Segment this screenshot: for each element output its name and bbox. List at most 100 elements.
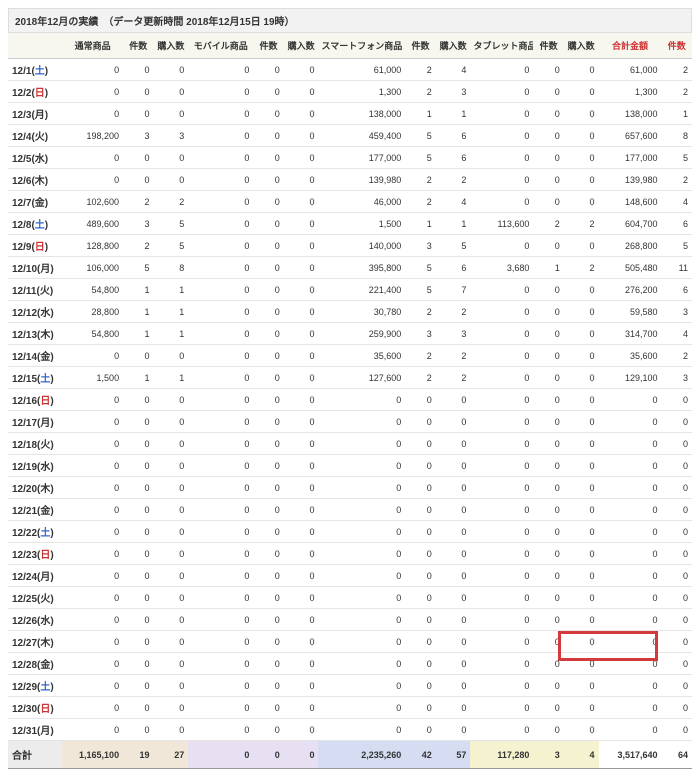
cell-total-1: 3 [662,367,693,389]
date-cell: 12/7(金) [8,191,62,213]
cell-normal-1: 0 [123,103,153,125]
col-tablet-buy: 購入数 [564,33,599,59]
cell-total-0: 1,300 [599,81,662,103]
cell-normal-2: 0 [153,169,188,191]
total-normal-1: 19 [123,741,153,769]
date-cell: 12/12(水) [8,301,62,323]
cell-mobile-1: 0 [253,587,283,609]
date-cell: 12/8(土) [8,213,62,235]
cell-normal-2: 0 [153,631,188,653]
cell-tablet-1: 0 [533,477,563,499]
col-smart-buy: 購入数 [436,33,471,59]
cell-total-0: 0 [599,719,662,741]
cell-normal-0: 0 [62,565,123,587]
cell-smart-2: 1 [436,103,471,125]
cell-tablet-0: 0 [470,235,533,257]
cell-mobile-0: 0 [188,279,253,301]
totals-label: 合計 [8,741,62,769]
table-row: 12/12(水)28,8001100030,7802200059,5803 [8,301,692,323]
cell-smart-1: 5 [405,279,435,301]
cell-smart-2: 4 [436,191,471,213]
cell-smart-0: 459,400 [318,125,405,147]
cell-tablet-0: 0 [470,345,533,367]
date-cell: 12/20(木) [8,477,62,499]
cell-mobile-2: 0 [284,433,319,455]
cell-mobile-2: 0 [284,125,319,147]
cell-smart-2: 0 [436,697,471,719]
cell-mobile-0: 0 [188,477,253,499]
cell-normal-2: 0 [153,521,188,543]
table-row: 12/6(木)000000139,98022000139,9802 [8,169,692,191]
cell-smart-1: 2 [405,191,435,213]
date-cell: 12/21(金) [8,499,62,521]
cell-tablet-0: 0 [470,675,533,697]
date-cell: 12/28(金) [8,653,62,675]
date-cell: 12/11(火) [8,279,62,301]
cell-tablet-1: 0 [533,455,563,477]
cell-total-0: 0 [599,499,662,521]
cell-tablet-0: 0 [470,169,533,191]
col-tablet-count: 件数 [533,33,563,59]
cell-normal-2: 2 [153,191,188,213]
cell-tablet-0: 0 [470,103,533,125]
cell-total-0: 0 [599,697,662,719]
date-cell: 12/24(月) [8,565,62,587]
cell-tablet-2: 0 [564,81,599,103]
cell-total-1: 0 [662,719,693,741]
cell-normal-0: 0 [62,543,123,565]
cell-smart-2: 0 [436,565,471,587]
cell-mobile-2: 0 [284,147,319,169]
cell-smart-2: 0 [436,455,471,477]
table-row: 12/13(木)54,80011000259,90033000314,7004 [8,323,692,345]
cell-smart-2: 0 [436,631,471,653]
table-row: 12/9(日)128,80025000140,00035000268,8005 [8,235,692,257]
cell-total-1: 0 [662,411,693,433]
cell-mobile-2: 0 [284,345,319,367]
cell-tablet-2: 0 [564,521,599,543]
cell-normal-0: 0 [62,169,123,191]
cell-smart-1: 0 [405,389,435,411]
cell-tablet-1: 0 [533,191,563,213]
cell-total-0: 0 [599,411,662,433]
cell-tablet-2: 0 [564,345,599,367]
cell-smart-2: 3 [436,81,471,103]
cell-total-1: 0 [662,521,693,543]
cell-normal-0: 0 [62,455,123,477]
cell-normal-0: 0 [62,477,123,499]
table-row: 12/19(水)00000000000000 [8,455,692,477]
col-total-count: 件数 [662,33,693,59]
cell-tablet-1: 0 [533,719,563,741]
cell-tablet-1: 0 [533,521,563,543]
table-row: 12/22(土)00000000000000 [8,521,692,543]
cell-normal-2: 1 [153,323,188,345]
date-cell: 12/31(月) [8,719,62,741]
date-cell: 12/23(日) [8,543,62,565]
cell-tablet-0: 0 [470,147,533,169]
cell-mobile-2: 0 [284,257,319,279]
cell-normal-2: 0 [153,675,188,697]
cell-normal-1: 0 [123,653,153,675]
cell-mobile-0: 0 [188,81,253,103]
totals-row: 合計1,165,10019270002,235,2604257117,28034… [8,741,692,769]
cell-total-1: 0 [662,631,693,653]
cell-tablet-0: 0 [470,59,533,81]
cell-smart-0: 221,400 [318,279,405,301]
cell-mobile-0: 0 [188,697,253,719]
date-cell: 12/3(月) [8,103,62,125]
cell-smart-0: 395,800 [318,257,405,279]
cell-tablet-2: 0 [564,147,599,169]
cell-tablet-2: 0 [564,367,599,389]
cell-total-0: 177,000 [599,147,662,169]
cell-smart-2: 0 [436,389,471,411]
cell-total-1: 2 [662,81,693,103]
cell-smart-1: 2 [405,169,435,191]
cell-mobile-0: 0 [188,191,253,213]
table-row: 12/1(土)00000061,0002400061,0002 [8,59,692,81]
cell-mobile-0: 0 [188,675,253,697]
cell-mobile-0: 0 [188,59,253,81]
cell-mobile-0: 0 [188,103,253,125]
cell-tablet-2: 0 [564,499,599,521]
total-grand-1: 64 [662,741,693,769]
cell-smart-0: 0 [318,609,405,631]
cell-smart-1: 2 [405,301,435,323]
